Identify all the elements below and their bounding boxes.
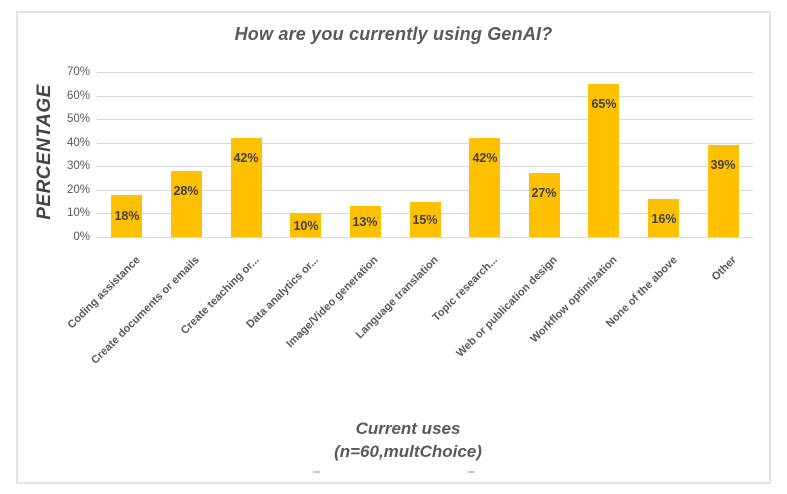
y-tick-label: 30% [66,160,90,172]
bar [290,213,321,237]
y-tick-label: 50% [66,113,90,125]
bar [469,138,500,237]
y-tick-label: 40% [66,137,90,149]
y-tick-label: 10% [66,207,90,219]
y-tick-label: 60% [66,90,90,102]
bar [111,195,142,237]
gridline [97,190,753,191]
gridline [97,237,753,238]
bar-value-label: 42% [472,151,498,165]
gridline [97,72,753,73]
bar-value-label: 13% [352,215,378,229]
gridline [97,119,753,120]
x-axis-title-line1: Current uses [355,419,461,438]
bar-value-label: 42% [233,151,259,165]
y-tick-label: 70% [66,66,90,78]
bar [588,84,619,237]
bar [648,199,679,237]
bar [529,173,560,237]
x-axis-title: Current uses (n=60,multChoice) [30,417,786,463]
bar-value-label: 15% [412,213,438,227]
chart-title: How are you currently using GenAI? [234,24,553,44]
bar [350,206,381,237]
bar [708,145,739,237]
gridline [97,143,753,144]
bar-value-label: 65% [591,97,617,111]
cropped-text-fragment [468,471,475,473]
bar-value-label: 39% [710,158,736,172]
cropped-text-fragment [313,471,320,473]
y-axis-title: PERCENTAGE [34,84,55,220]
bar-value-label: 10% [293,219,319,233]
bar [231,138,262,237]
bar-value-label: 16% [651,212,677,226]
bar-value-label: 18% [114,209,140,223]
bar [410,202,441,237]
x-axis-title-line2: (n=60,multChoice) [334,442,482,461]
y-tick-label: 20% [66,184,90,196]
bar [171,171,202,237]
y-tick-label: 0% [73,231,90,243]
bar-value-label: 28% [173,184,199,198]
gridline [97,166,753,167]
chart-frame [16,11,771,484]
bar-value-label: 27% [531,186,557,200]
gridline [97,96,753,97]
